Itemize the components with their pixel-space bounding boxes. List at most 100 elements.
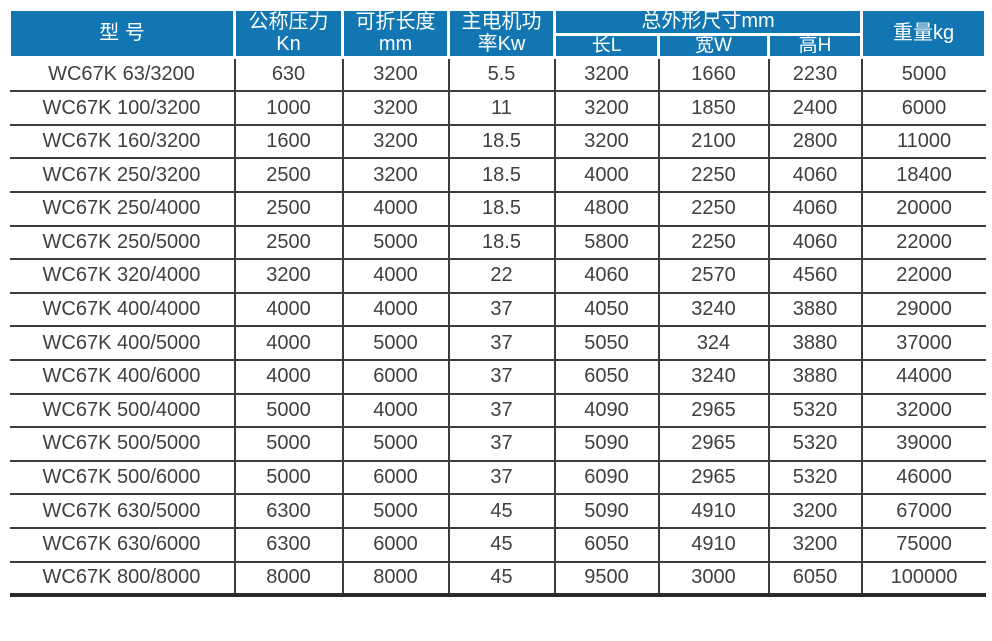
dim-width-cell: 1660 (657, 57, 770, 93)
dim-length-cell: 4090 (553, 392, 660, 429)
motor-power-cell: 45 (447, 526, 556, 563)
table-row: WC67K 400/5000 4000 5000 37 5050 324 3880 37000 (9, 325, 986, 361)
table-body: WC67K 63/3200 630 3200 5.5 3200 1660 2230 5000 W… (9, 57, 986, 598)
dim-width-cell: 2100 (657, 123, 770, 160)
weight-cell: 44000 (860, 358, 986, 395)
fold-length-cell: 5000 (341, 325, 450, 361)
weight-cell: 18400 (860, 157, 986, 193)
fold-length-cell: 8000 (341, 560, 450, 598)
pressure-cell: 3200 (233, 258, 344, 294)
model-cell: WC67K 100/3200 (9, 90, 236, 126)
pressure-cell: 2500 (233, 190, 344, 227)
dim-width-cell: 2570 (657, 258, 770, 294)
header-weight: 重量kg (860, 7, 988, 60)
weight-cell: 75000 (860, 526, 986, 563)
dim-width-cell: 2250 (657, 190, 770, 227)
table-row: WC67K 100/3200 1000 3200 11 3200 1850 2400 6000 (9, 90, 986, 126)
weight-cell: 39000 (860, 426, 986, 462)
model-cell: WC67K 500/4000 (9, 392, 236, 429)
header-motor-power-line2: 率Kw (477, 32, 526, 55)
dim-height-cell: 3880 (767, 325, 863, 361)
pressure-cell: 5000 (233, 459, 344, 496)
dim-width-cell: 4910 (657, 526, 770, 563)
model-cell: WC67K 160/3200 (9, 123, 236, 160)
weight-cell: 67000 (860, 493, 986, 529)
dim-length-cell: 6050 (553, 358, 660, 395)
motor-power-cell: 37 (447, 459, 556, 496)
dim-height-cell: 5320 (767, 426, 863, 462)
fold-length-cell: 4000 (341, 392, 450, 429)
pressure-cell: 1000 (233, 90, 344, 126)
header-motor-power-line1: 主电机功 (461, 10, 542, 33)
table-row: WC67K 800/8000 8000 8000 45 9500 3000 6050 1000… (9, 560, 986, 598)
fold-length-cell: 5000 (341, 224, 450, 261)
motor-power-cell: 18.5 (447, 157, 556, 193)
dim-height-cell: 5320 (767, 392, 863, 429)
fold-length-cell: 4000 (341, 291, 450, 328)
fold-length-cell: 5000 (341, 493, 450, 529)
motor-power-cell: 18.5 (447, 123, 556, 160)
dim-length-cell: 5050 (553, 325, 660, 361)
spec-table: 型 号 公称压力 Kn 可折长度 mm 主电机功 率Kw 总外形尺寸mm 重量k… (8, 7, 988, 598)
header-pressure-line2: Kn (276, 32, 301, 55)
motor-power-cell: 5.5 (447, 57, 556, 93)
motor-power-cell: 37 (447, 392, 556, 429)
model-cell: WC67K 63/3200 (9, 57, 236, 93)
pressure-cell: 4000 (233, 325, 344, 361)
dim-width-cell: 2250 (657, 157, 770, 193)
fold-length-cell: 3200 (341, 123, 450, 160)
weight-cell: 11000 (860, 123, 986, 160)
dim-width-cell: 2250 (657, 224, 770, 261)
weight-cell: 37000 (860, 325, 986, 361)
dim-width-cell: 1850 (657, 90, 770, 126)
header-pressure-line1: 公称压力 (248, 10, 329, 33)
dim-height-cell: 3880 (767, 358, 863, 395)
table-row: WC67K 250/3200 2500 3200 18.5 4000 2250 4060 18… (9, 157, 986, 193)
table-row: WC67K 500/5000 5000 5000 37 5090 2965 5320 3900… (9, 426, 986, 462)
weight-cell: 22000 (860, 258, 986, 294)
weight-cell: 46000 (860, 459, 986, 496)
header-dim-width: 宽W (657, 32, 770, 60)
pressure-cell: 6300 (233, 493, 344, 529)
dim-length-cell: 9500 (553, 560, 660, 598)
dim-length-cell: 5090 (553, 426, 660, 462)
dim-width-cell: 3240 (657, 291, 770, 328)
dim-height-cell: 2230 (767, 57, 863, 93)
dim-length-cell: 6050 (553, 526, 660, 563)
header-fold-length-line2: mm (378, 32, 413, 55)
header-model: 型 号 (8, 7, 236, 60)
table-header: 型 号 公称压力 Kn 可折长度 mm 主电机功 率Kw 总外形尺寸mm 重量k… (8, 7, 988, 60)
table-row: WC67K 500/4000 5000 4000 37 4090 2965 5320 3200… (9, 392, 986, 429)
pressure-cell: 1600 (233, 123, 344, 160)
dim-height-cell: 2800 (767, 123, 863, 160)
weight-cell: 20000 (860, 190, 986, 227)
model-cell: WC67K 400/6000 (9, 358, 236, 395)
dim-height-cell: 6050 (767, 560, 863, 598)
dim-width-cell: 2965 (657, 392, 770, 429)
dim-length-cell: 4800 (553, 190, 660, 227)
weight-cell: 6000 (860, 90, 986, 126)
pressure-cell: 6300 (233, 526, 344, 563)
dim-height-cell: 3200 (767, 493, 863, 529)
motor-power-cell: 22 (447, 258, 556, 294)
weight-cell: 5000 (860, 57, 986, 93)
weight-cell: 100000 (860, 560, 986, 598)
fold-length-cell: 6000 (341, 459, 450, 496)
table-row: WC67K 630/6000 6300 6000 45 6050 4910 3200 7500… (9, 526, 986, 563)
header-overall-dimensions: 总外形尺寸mm (552, 8, 864, 36)
motor-power-cell: 37 (447, 325, 556, 361)
table-row: WC67K 500/6000 5000 6000 37 6090 2965 5320 4600… (9, 459, 986, 496)
dim-length-cell: 4060 (553, 258, 660, 294)
dim-height-cell: 5320 (767, 459, 863, 496)
dim-width-cell: 324 (657, 325, 770, 361)
dim-length-cell: 4050 (553, 291, 660, 328)
model-cell: WC67K 630/5000 (9, 493, 236, 529)
model-cell: WC67K 630/6000 (9, 526, 236, 563)
motor-power-cell: 18.5 (447, 224, 556, 261)
motor-power-cell: 37 (447, 426, 556, 462)
pressure-cell: 5000 (233, 426, 344, 462)
pressure-cell: 4000 (233, 358, 344, 395)
fold-length-cell: 6000 (341, 526, 450, 563)
dim-length-cell: 5090 (553, 493, 660, 529)
